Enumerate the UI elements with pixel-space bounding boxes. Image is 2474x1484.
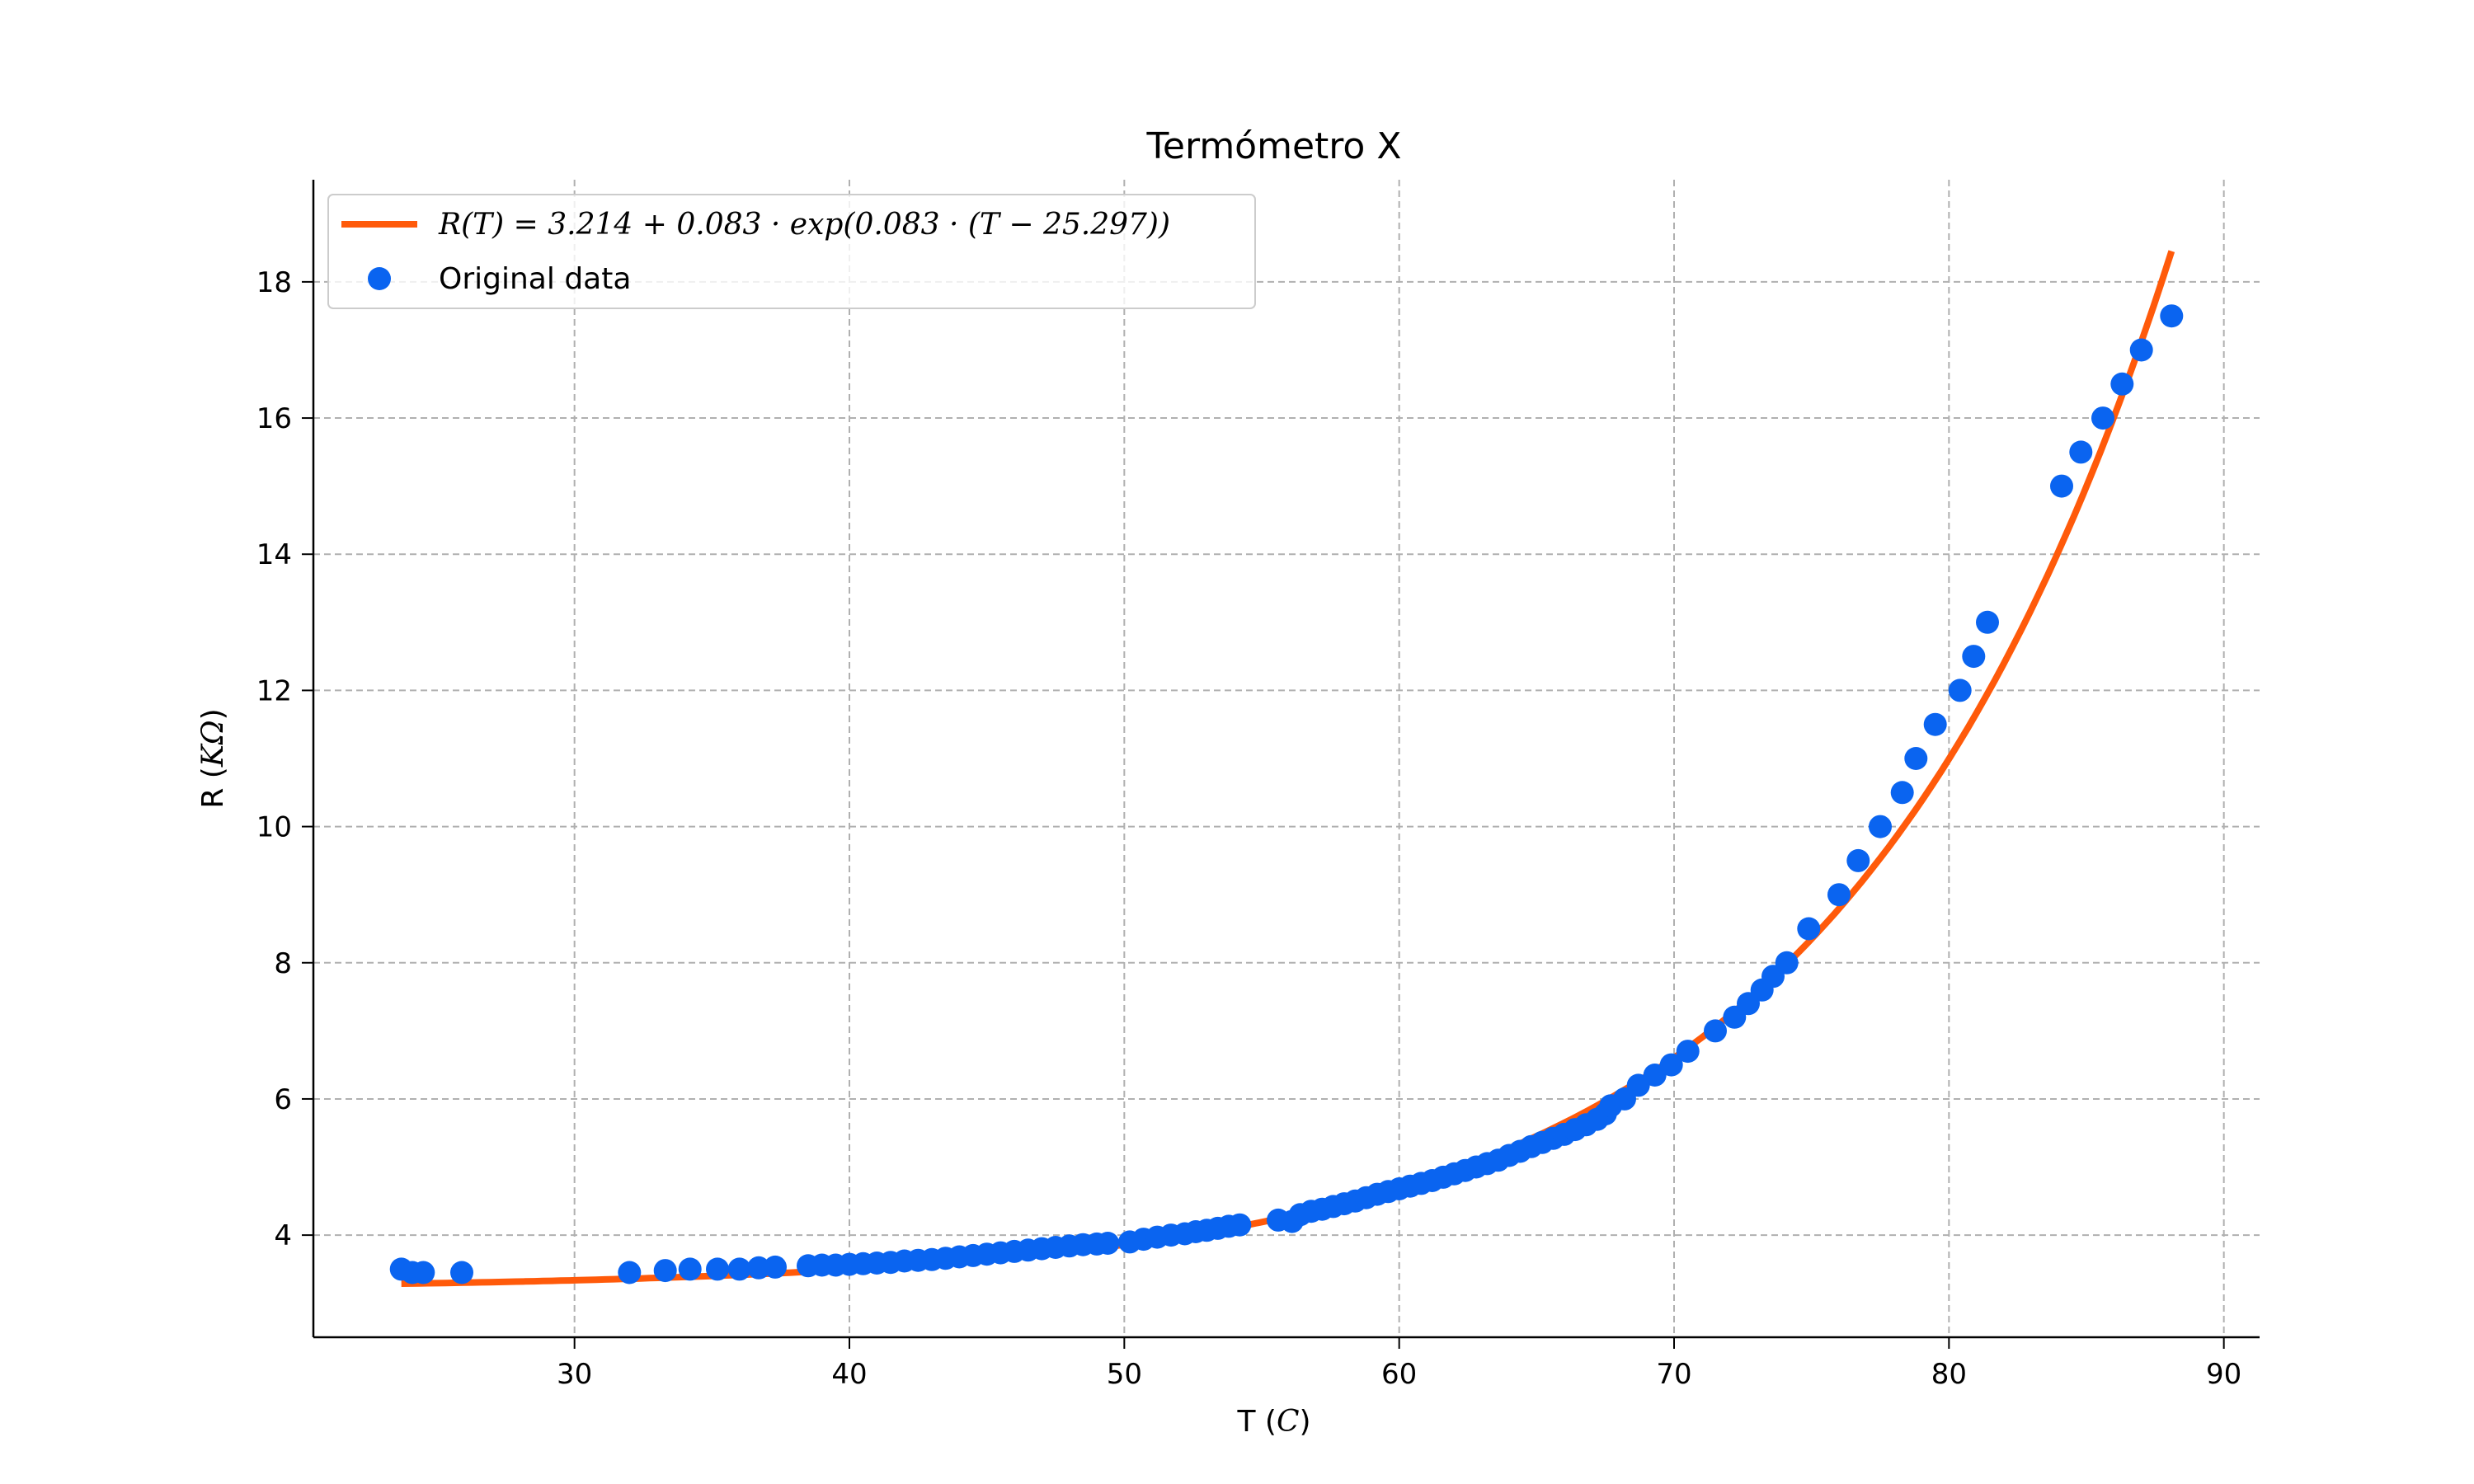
grid xyxy=(313,180,2260,1337)
x-tick-label: 40 xyxy=(831,1358,867,1391)
data-point xyxy=(450,1261,473,1284)
data-point xyxy=(1948,679,1972,702)
data-point xyxy=(706,1257,729,1281)
data-point xyxy=(1890,781,1914,805)
axes xyxy=(312,180,2260,1339)
x-tick-label: 90 xyxy=(2206,1358,2241,1391)
data-point xyxy=(618,1261,642,1284)
legend-data-label: Original data xyxy=(439,262,631,296)
data-point xyxy=(1096,1232,1120,1255)
fit-curve xyxy=(401,250,2175,1287)
data-point xyxy=(1659,1053,1683,1077)
x-axis-label: T (C) xyxy=(1236,1405,1310,1439)
data-point xyxy=(1827,883,1851,907)
data-point xyxy=(727,1257,751,1281)
data-point xyxy=(1797,917,1821,941)
data-point xyxy=(1904,747,1928,770)
data-points-layer xyxy=(389,304,2184,1284)
ticks: 30 40 50 60 70 80 90 4 6 8 10 12 14 16 18 xyxy=(256,266,2242,1391)
data-point xyxy=(1976,610,1999,634)
data-point xyxy=(1228,1213,1252,1237)
data-point xyxy=(1643,1064,1667,1087)
data-point xyxy=(678,1257,702,1281)
data-point xyxy=(2129,338,2153,362)
y-tick-label: 4 xyxy=(274,1219,292,1252)
x-tick-label: 60 xyxy=(1381,1358,1417,1391)
data-point xyxy=(2050,474,2073,498)
chart-title: Termómetro X xyxy=(1146,125,1402,167)
data-point xyxy=(1869,815,1892,838)
data-point xyxy=(1775,951,1799,974)
data-point xyxy=(1704,1019,1727,1043)
legend-data-swatch xyxy=(368,267,391,290)
y-tick-label: 16 xyxy=(256,402,292,435)
legend: R(T) = 3.214 + 0.083 · exp(0.083 · (T − … xyxy=(327,194,1256,309)
y-tick-label: 12 xyxy=(256,674,292,707)
data-point xyxy=(1923,712,1947,736)
x-tick-label: 70 xyxy=(1656,1358,1691,1391)
data-point xyxy=(2160,304,2184,328)
data-point xyxy=(1676,1040,1700,1064)
fit-curve-layer xyxy=(401,250,2175,1287)
x-tick-label: 50 xyxy=(1107,1358,1142,1391)
x-tick-label: 80 xyxy=(1931,1358,1967,1391)
data-point xyxy=(1846,848,1870,872)
y-tick-label: 14 xyxy=(256,538,292,571)
data-point xyxy=(653,1259,677,1283)
data-point xyxy=(2091,406,2114,430)
legend-fit-label: R(T) = 3.214 + 0.083 · exp(0.083 · (T − … xyxy=(438,208,1170,242)
legend-box xyxy=(327,194,1256,309)
data-point xyxy=(2110,372,2134,396)
y-tick-label: 8 xyxy=(274,947,292,980)
y-tick-label: 6 xyxy=(274,1083,292,1116)
data-point xyxy=(747,1256,770,1280)
data-point xyxy=(1962,645,1986,669)
data-point xyxy=(764,1255,787,1279)
y-tick-label: 18 xyxy=(256,266,292,299)
data-point xyxy=(2069,440,2093,464)
y-tick-label: 10 xyxy=(256,811,292,844)
data-point xyxy=(1626,1073,1650,1097)
data-point xyxy=(412,1261,435,1284)
y-axis-label: R (KΩ) xyxy=(196,708,230,808)
x-tick-label: 30 xyxy=(557,1358,592,1391)
